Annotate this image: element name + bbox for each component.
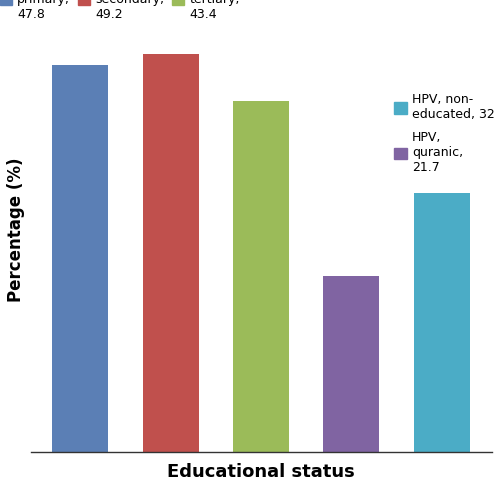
Bar bbox=[233, 101, 289, 452]
Legend: HPV, non-
educated, 32, HPV,
quranic,
21.7: HPV, non- educated, 32, HPV, quranic, 21… bbox=[394, 93, 494, 174]
Bar bbox=[324, 276, 380, 452]
X-axis label: Educational status: Educational status bbox=[167, 463, 355, 481]
Bar bbox=[142, 54, 199, 452]
Bar bbox=[52, 65, 108, 452]
Y-axis label: Percentage (%): Percentage (%) bbox=[7, 157, 25, 302]
Bar bbox=[414, 193, 470, 452]
